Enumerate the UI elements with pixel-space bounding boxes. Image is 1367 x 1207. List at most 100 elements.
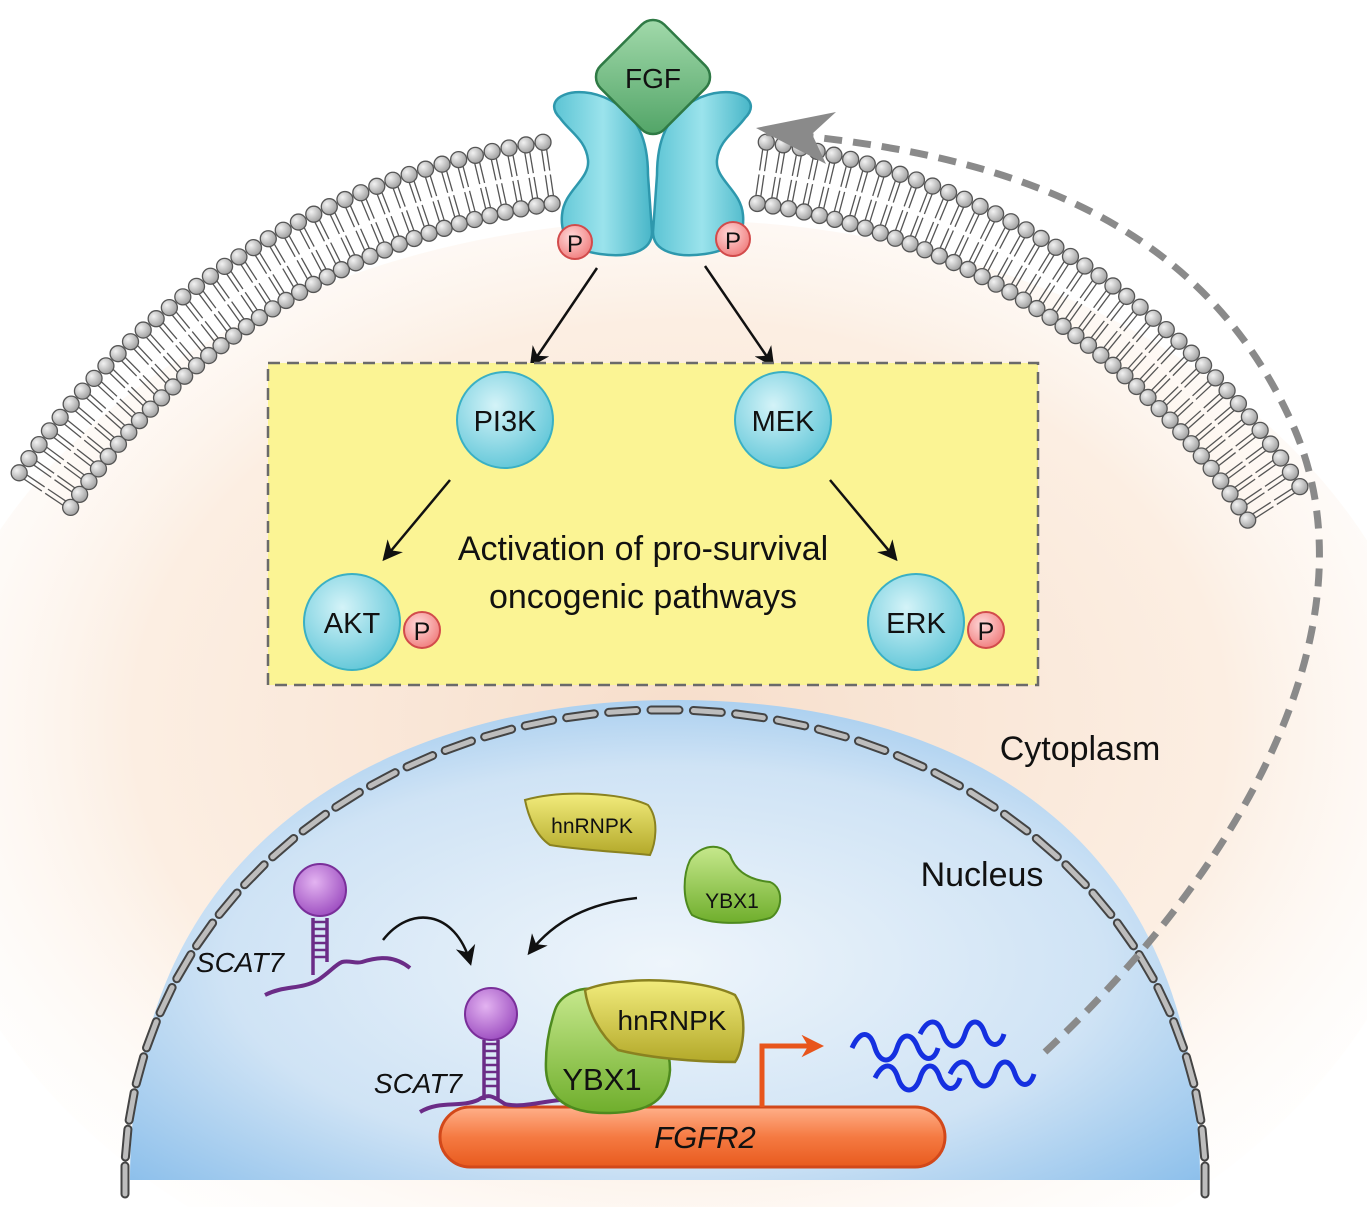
lipid-head [420,224,438,242]
arrow-receptor-to-pi3k [529,267,599,368]
lipid-head [1218,381,1236,400]
lipid-head [907,171,926,189]
envelope-segment [1155,984,1173,1016]
lipid-head [779,200,798,218]
hnrnpk-bound: hnRNPK [583,979,745,1064]
scat7-label: SCAT7 [196,947,286,978]
lipid-head [1002,213,1020,231]
lipid-head [320,198,338,216]
envelope-segment [1114,920,1136,949]
envelope-segment [367,770,398,789]
lipid-head [450,215,468,233]
lipid-head [187,277,206,296]
lipid-head [384,171,402,189]
lipid-head [1001,283,1019,301]
lipid-head [201,267,220,285]
lipid-head [332,261,351,279]
lipid-head [109,345,127,363]
lipid-head [1194,356,1213,375]
phospho-receptor-right: P [715,221,751,257]
fgf-ligand: FGF [594,18,712,136]
lipid-head [939,183,958,202]
fgf-label: FGF [625,63,681,94]
lipid-head [1032,229,1050,248]
lipid-head [1054,317,1072,335]
lipid-head [825,146,843,164]
envelope-segment [1193,1090,1204,1123]
pathway-text-line1: Activation of pro-survival [458,530,828,568]
lipid-head [99,447,117,466]
lipid-head [901,235,919,253]
lipid-head [1117,287,1136,306]
lipid-head [1182,344,1201,362]
ybx1-free: YBX1 [683,845,782,924]
envelope-segment [1033,835,1060,860]
envelope-segment [774,717,808,729]
envelope-segment [733,711,766,721]
envelope-segment [1183,1054,1197,1087]
pathway-text-line2: oncogenic pathways [489,578,797,616]
lipid-head [930,247,949,265]
phospho-label: P [725,228,741,255]
lipid-head [361,247,379,265]
lipid-head [764,197,782,215]
lipid-head [304,275,323,294]
nucleus-label: Nucleus [921,856,1044,894]
ybx1-label: YBX1 [705,890,759,913]
lipid-head [120,423,138,441]
envelope-segment [1063,862,1088,888]
lipid-head [465,210,484,229]
lipid-head [496,203,515,221]
lipid-head [986,205,1005,223]
lipid-head [175,367,194,385]
lipid-head [346,254,365,272]
lipid-head [51,408,69,427]
lipid-head [274,221,292,239]
lipid-head [1116,367,1134,385]
envelope-segment [1171,1019,1186,1051]
arrow-mek-to-erk [829,479,898,562]
feedback-arrow [759,128,1323,1055]
lipid-head [336,190,354,209]
lipid-head [85,369,103,388]
lipid-head [435,219,453,237]
lipid-head [826,210,844,229]
lipid-head [352,184,370,202]
cytoplasm-label: Cytoplasm [1000,730,1161,768]
pi3k-label: PI3K [474,406,538,438]
envelope-segment [157,984,175,1016]
fgfr2-label: FGFR2 [654,1120,756,1155]
lipid-head [147,310,165,328]
lipid-head [1239,511,1257,529]
arrow-scat7-to-complex [382,916,476,966]
lipid-head [1090,267,1108,285]
ybx1-label: YBX1 [562,1062,641,1097]
lipid-head [433,155,451,173]
hnrnpk-free: hnRNPK [523,792,657,857]
lipid-head [30,435,48,454]
lipid-head [277,291,295,310]
lipid-head [1144,309,1162,327]
lipid-head [1139,388,1157,407]
envelope-segment [690,707,724,715]
lipid-head [1240,408,1259,426]
lipid-head [527,197,546,215]
lipid-head [1017,221,1035,239]
lipid-head [858,155,876,173]
lipid-head [795,203,813,221]
lipid-head [841,214,859,233]
lipid-head [20,449,38,468]
lipid-head [1212,472,1230,490]
lipid-head [1047,238,1065,256]
lipid-head [512,200,530,218]
fgf-receptor-dimer [552,91,753,257]
lipid-head [871,224,889,242]
lipid-head [1202,459,1220,478]
lipid-head [318,268,336,286]
envelope-segment [1090,890,1114,917]
lipid-head [1157,320,1175,339]
envelope-segment [894,753,926,770]
lipid-head [109,435,128,453]
lipid-head [416,160,435,178]
lipid-head [174,288,192,306]
